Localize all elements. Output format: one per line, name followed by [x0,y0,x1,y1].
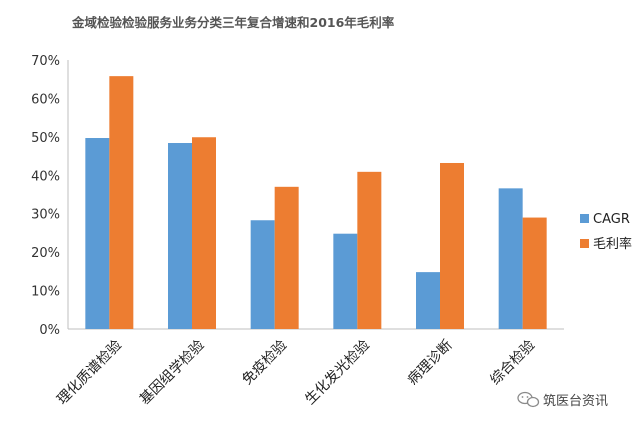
y-tick-label: 70% [31,54,60,69]
chart-title: 金域检验检验服务业务分类三年复合增速和2016年毛利率 [71,15,395,30]
legend: CAGR 毛利率 [580,212,632,252]
bar-cagr-1 [168,143,192,329]
legend-swatch-cagr [580,214,589,223]
watermark: 筑医台资讯 [517,391,608,409]
x-category-label: 基因组学检验 [136,337,207,408]
bar-cagr-5 [498,188,523,329]
bar-cagr-0 [85,138,110,329]
x-category-label: 理化质谱检验 [54,337,125,408]
legend-label-cagr: CAGR [593,212,630,227]
y-tick-label: 0% [39,323,60,338]
y-tick-label: 40% [31,169,60,184]
bar-margin-1 [192,137,216,329]
x-axis-labels: 理化质谱检验 基因组学检验 免疫检验 生化发光检验 病理诊断 综合检验 [54,337,538,408]
bar-margin-4 [440,162,464,329]
y-tick-label: 50% [31,131,60,146]
legend-swatch-margin [580,239,589,248]
y-tick-label: 20% [31,246,60,261]
bars [85,76,547,329]
bar-margin-2 [274,186,299,329]
watermark-text: 筑医台资讯 [543,393,608,409]
x-category-label: 病理诊断 [405,337,456,388]
wechat-icon [517,391,540,408]
y-tick-label: 10% [31,285,60,300]
x-category-label: 免疫检验 [239,337,290,388]
bar-margin-3 [357,171,382,329]
x-category-label: 生化发光检验 [302,337,373,408]
y-tick-label: 30% [31,208,60,223]
bar-margin-0 [109,76,134,329]
legend-label-margin: 毛利率 [593,236,632,252]
bar-margin-5 [522,217,547,329]
x-category-label: 综合检验 [487,337,538,388]
y-tick-label: 60% [31,92,60,107]
bar-cagr-2 [250,220,275,329]
bar-cagr-3 [333,233,358,329]
bar-cagr-4 [416,272,440,329]
y-axis-ticks: 0% 10% 20% 30% 40% 50% 60% 70% [31,54,60,338]
